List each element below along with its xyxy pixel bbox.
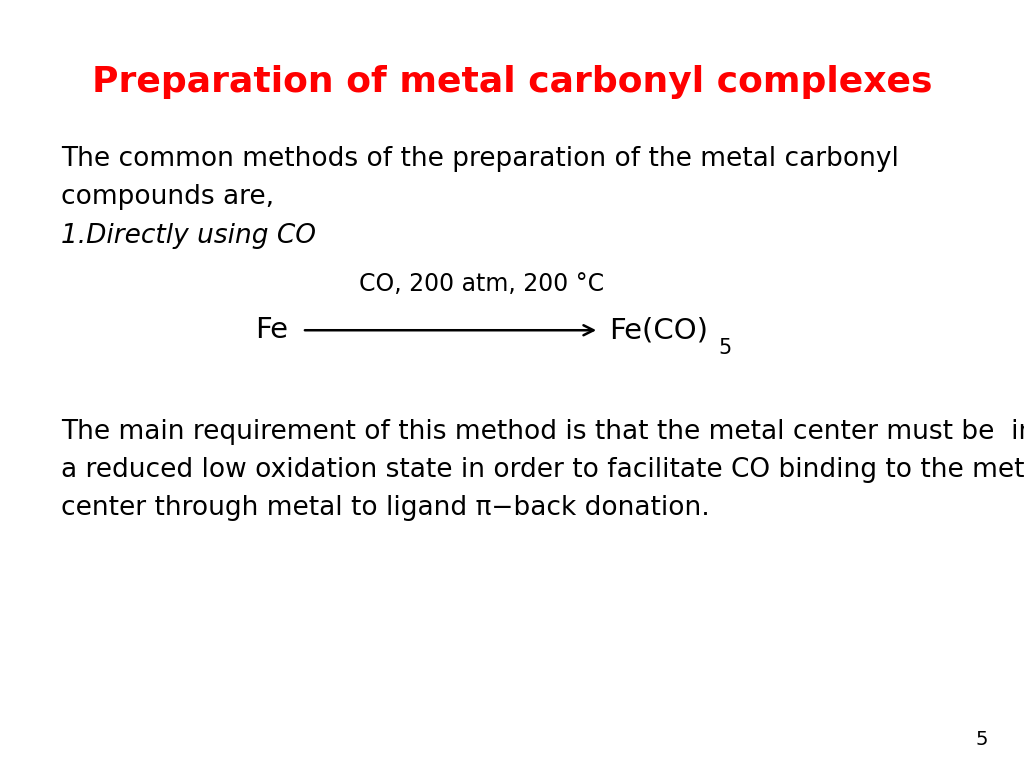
Text: Preparation of metal carbonyl complexes: Preparation of metal carbonyl complexes [92,65,932,99]
Text: center through metal to ligand π−back donation.: center through metal to ligand π−back do… [61,495,711,521]
Text: 1.Directly using CO: 1.Directly using CO [61,223,316,249]
Text: compounds are,: compounds are, [61,184,274,210]
Text: The main requirement of this method is that the metal center must be  in: The main requirement of this method is t… [61,419,1024,445]
Text: Fe: Fe [255,316,288,344]
Text: 5: 5 [976,730,988,749]
Text: CO, 200 atm, 200 °C: CO, 200 atm, 200 °C [358,272,604,296]
Text: 5: 5 [719,338,732,358]
Text: Fe(CO): Fe(CO) [609,316,709,344]
Text: The common methods of the preparation of the metal carbonyl: The common methods of the preparation of… [61,146,899,172]
Text: a reduced low oxidation state in order to facilitate CO binding to the metal: a reduced low oxidation state in order t… [61,457,1024,483]
